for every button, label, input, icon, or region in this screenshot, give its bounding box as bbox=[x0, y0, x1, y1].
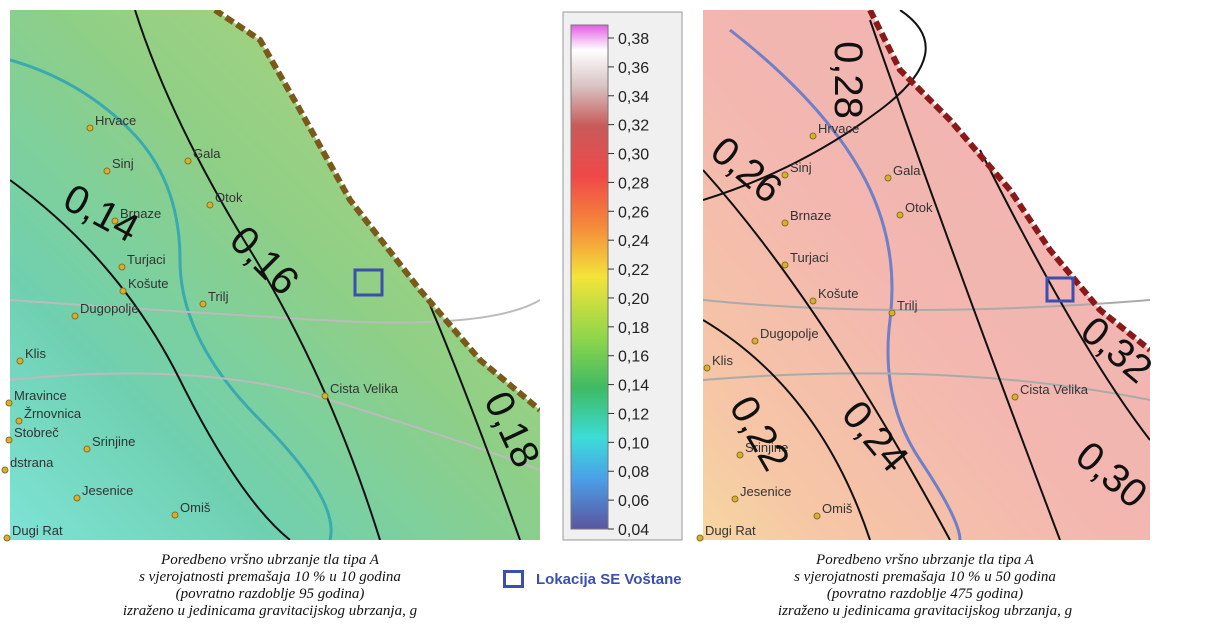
place-label: Otok bbox=[215, 190, 243, 205]
place-label: Sinj bbox=[112, 156, 134, 171]
place-label: Brnaze bbox=[790, 208, 831, 223]
place-label: Srinjine bbox=[92, 434, 135, 449]
place-label: Turjaci bbox=[790, 250, 829, 265]
place-dot bbox=[185, 158, 191, 164]
place-label: Mravince bbox=[14, 388, 67, 403]
place-label: Košute bbox=[818, 286, 858, 301]
place-dot bbox=[814, 513, 820, 519]
place-dot bbox=[120, 288, 126, 294]
legend-label: Lokacija SE Voštane bbox=[536, 571, 682, 588]
place-label: Jesenice bbox=[82, 483, 133, 498]
place-dot bbox=[897, 212, 903, 218]
place-label: Klis bbox=[712, 353, 733, 368]
place-label: Žrnovnica bbox=[24, 406, 82, 421]
place-label: Trilj bbox=[897, 298, 918, 313]
place-dot bbox=[87, 125, 93, 131]
place-label: dstrana bbox=[10, 455, 54, 470]
colorbar-tick-label: 0,08 bbox=[618, 464, 649, 481]
place-label: Klis bbox=[25, 346, 46, 361]
place-dot bbox=[322, 393, 328, 399]
caption-line: Poredbeno vršno ubrzanje tla tipa A bbox=[680, 552, 1170, 569]
place-dot bbox=[16, 418, 22, 424]
place-dot bbox=[84, 446, 90, 452]
colorbar-tick-label: 0,28 bbox=[618, 175, 649, 192]
colorbar-tick-label: 0,38 bbox=[618, 31, 649, 48]
colorbar-tick-label: 0,12 bbox=[618, 406, 649, 423]
place-dot bbox=[810, 298, 816, 304]
colorbar-tick-label: 0,30 bbox=[618, 147, 649, 164]
place-label: Hrvace bbox=[95, 113, 136, 128]
place-dot bbox=[72, 313, 78, 319]
caption-line: s vjerojatnosti premašaja 10 % u 10 godi… bbox=[20, 569, 520, 586]
colorbar-tick-label: 0,14 bbox=[618, 378, 649, 395]
legend-marker bbox=[503, 570, 524, 588]
place-dot bbox=[1012, 394, 1018, 400]
colorbar-tick-label: 0,06 bbox=[618, 493, 649, 510]
caption-line: Poredbeno vršno ubrzanje tla tipa A bbox=[20, 552, 520, 569]
colorbar-tick-label: 0,10 bbox=[618, 435, 649, 452]
place-label: Hrvace bbox=[818, 121, 859, 136]
place-dot bbox=[752, 338, 758, 344]
caption-line: izraženo u jedinicama gravitacijskog ubr… bbox=[680, 603, 1170, 620]
place-dot bbox=[704, 365, 710, 371]
place-dot bbox=[172, 512, 178, 518]
place-dot bbox=[119, 264, 125, 270]
colorbar-tick-label: 0,24 bbox=[618, 233, 649, 250]
place-label: Turjaci bbox=[127, 252, 166, 267]
place-dot bbox=[6, 400, 12, 406]
place-label: Omiš bbox=[822, 501, 853, 516]
colorbar-tick-label: 0,04 bbox=[618, 522, 649, 539]
place-label: Dugopolje bbox=[80, 301, 139, 316]
colorbar-tick-label: 0,22 bbox=[618, 262, 649, 279]
place-dot bbox=[782, 262, 788, 268]
caption-line: (povratno razdoblje 95 godina) bbox=[20, 586, 520, 603]
place-dot bbox=[104, 168, 110, 174]
colorbar-tick-label: 0,18 bbox=[618, 320, 649, 337]
legend: Lokacija SE Voštane bbox=[503, 570, 682, 588]
place-label: Dugopolje bbox=[760, 326, 819, 341]
place-label: Gala bbox=[193, 146, 221, 161]
place-dot bbox=[74, 495, 80, 501]
place-dot bbox=[810, 133, 816, 139]
figure: Hrvace Sinj Gala Otok Brnaze Turjaci Košute Tri… bbox=[0, 0, 1211, 625]
place-dot bbox=[207, 202, 213, 208]
place-dot bbox=[737, 452, 743, 458]
colorbar bbox=[571, 25, 608, 529]
place-dot bbox=[782, 220, 788, 226]
colorbar-tick-label: 0,26 bbox=[618, 204, 649, 221]
place-label: Dugi Rat bbox=[705, 523, 756, 538]
colorbar-tick-label: 0,20 bbox=[618, 291, 649, 308]
place-label: Omiš bbox=[180, 500, 211, 515]
place-dot bbox=[4, 535, 10, 541]
place-dot bbox=[885, 175, 891, 181]
maps: Hrvace Sinj Gala Otok Brnaze Turjaci Košute Tri… bbox=[0, 0, 1211, 625]
place-dot bbox=[732, 496, 738, 502]
place-label: Trilj bbox=[208, 289, 229, 304]
place-label: Gala bbox=[893, 163, 921, 178]
colorbar-tick-label: 0,16 bbox=[618, 349, 649, 366]
place-label: Dugi Rat bbox=[12, 523, 63, 538]
place-dot bbox=[889, 310, 895, 316]
contour-label: 0,28 bbox=[826, 41, 870, 119]
place-label: Otok bbox=[905, 200, 933, 215]
caption-line: (povratno razdoblje 475 godina) bbox=[680, 586, 1170, 603]
colorbar-tick-label: 0,36 bbox=[618, 60, 649, 77]
place-dot bbox=[200, 301, 206, 307]
place-label: Cista Velika bbox=[1020, 382, 1089, 397]
place-dot bbox=[17, 358, 23, 364]
place-label: Jesenice bbox=[740, 484, 791, 499]
colorbar-tick-label: 0,34 bbox=[618, 89, 649, 106]
place-label: Stobreč bbox=[14, 425, 59, 440]
place-label: Sinj bbox=[790, 160, 812, 175]
caption-line: s vjerojatnosti premašaja 10 % u 50 godi… bbox=[680, 569, 1170, 586]
caption-line: izraženo u jedinicama gravitacijskog ubr… bbox=[20, 603, 520, 620]
place-label: Košute bbox=[128, 276, 168, 291]
place-label: Cista Velika bbox=[330, 381, 399, 396]
place-dot bbox=[2, 467, 8, 473]
colorbar-tick-label: 0,32 bbox=[618, 118, 649, 135]
place-dot bbox=[697, 535, 703, 541]
place-dot bbox=[6, 437, 12, 443]
